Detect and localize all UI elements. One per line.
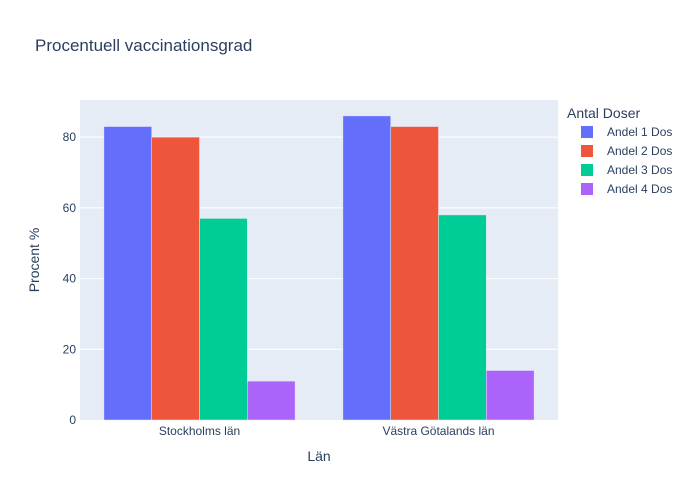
x-tick-label: Västra Götalands län [382,424,494,438]
legend-item[interactable]: Andel 2 Dos [581,144,672,158]
legend-swatch [581,164,593,176]
bar[interactable] [438,214,487,421]
legend[interactable]: Andel 1 Dos Andel 2 Dos Andel 3 Dos Andel 4… [581,125,672,196]
bar[interactable] [390,126,439,421]
legend-swatch [581,183,593,195]
legend-item[interactable]: Andel 1 Dos [581,125,672,139]
y-tick-label: 0 [69,413,76,427]
bar[interactable] [247,380,296,421]
y-tick-label: 60 [63,201,77,215]
y-axis-title: Procent % [26,228,42,293]
bar[interactable] [151,136,200,421]
legend-title: Antal Doser [567,105,640,121]
legend-label: Andel 3 Dos [607,163,672,177]
y-tick-label: 20 [63,342,77,356]
legend-item[interactable]: Andel 3 Dos [581,163,672,177]
legend-item[interactable]: Andel 4 Dos [581,182,672,196]
legend-label: Andel 2 Dos [607,144,672,158]
legend-label: Andel 4 Dos [607,182,672,196]
bar[interactable] [103,126,152,421]
legend-swatch [581,126,593,138]
legend-swatch [581,145,593,157]
bar[interactable] [486,370,535,421]
y-tick-label: 40 [63,272,77,286]
x-axis-ticks: Stockholms län Västra Götalands län [159,424,495,438]
x-axis-title: Län [307,448,330,464]
chart-title: Procentuell vaccinationsgrad [35,36,252,55]
bars [103,115,535,421]
y-axis-ticks: 0 20 40 60 80 [63,130,77,427]
y-tick-label: 80 [63,130,77,144]
bar[interactable] [199,218,248,421]
legend-label: Andel 1 Dos [607,125,672,139]
x-tick-label: Stockholms län [159,424,240,438]
bar[interactable] [342,115,391,421]
